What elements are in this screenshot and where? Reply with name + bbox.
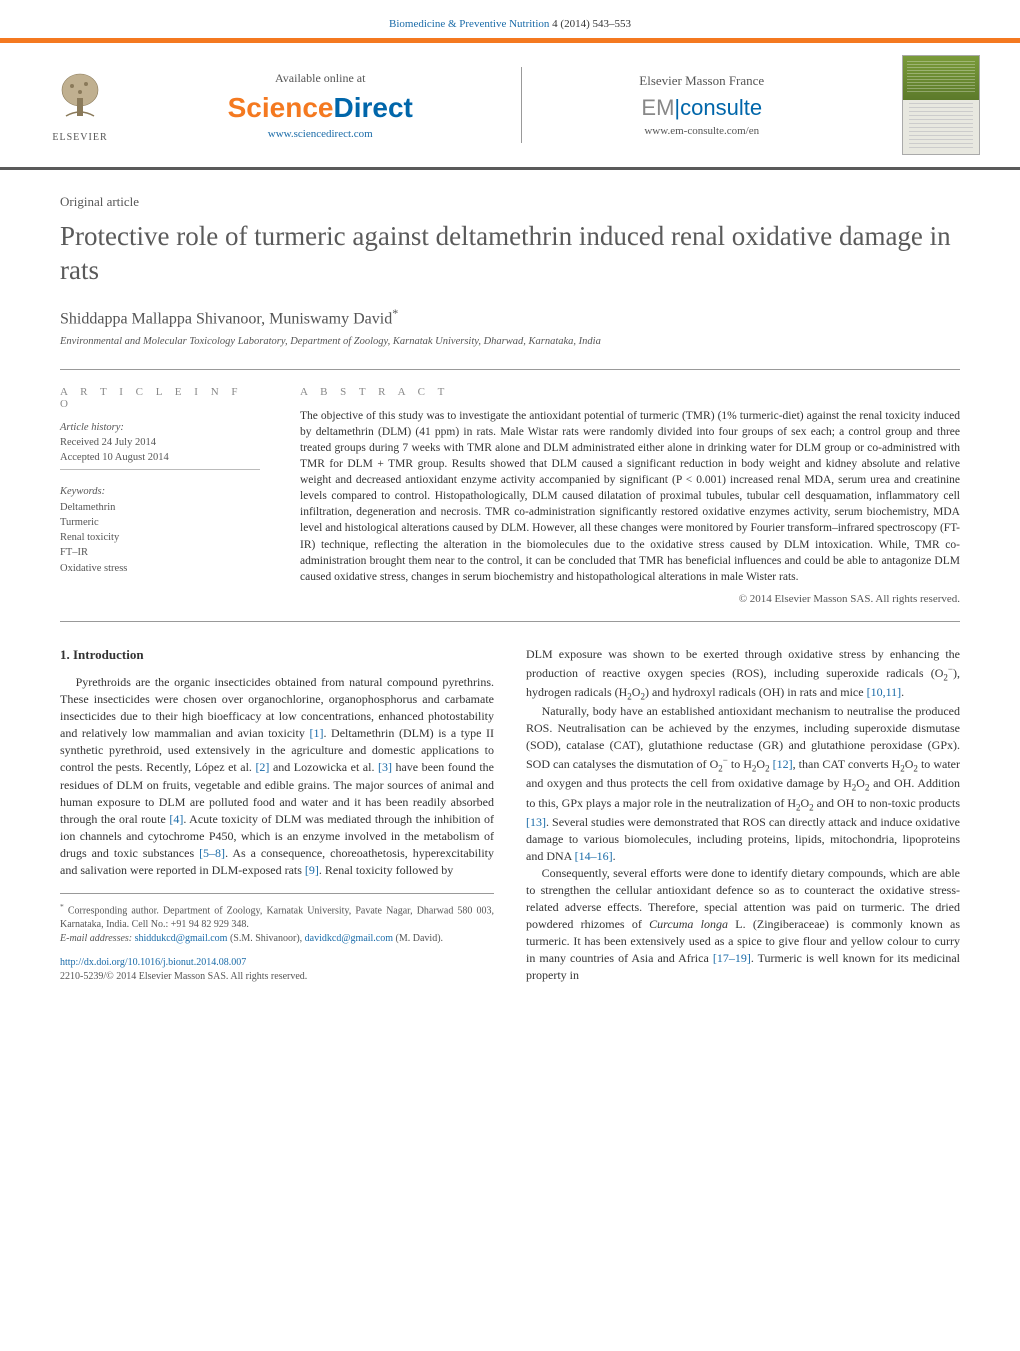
history-label: Article history: <box>60 420 260 435</box>
intro-para-2: DLM exposure was shown to be exerted thr… <box>526 646 960 703</box>
intro-para-3: Naturally, body have an established anti… <box>526 703 960 865</box>
abstract-column: a b s t r a c t The objective of this st… <box>300 386 960 605</box>
body-left-column: 1. Introduction Pyrethroids are the orga… <box>60 646 494 984</box>
journal-cover-thumbnail <box>902 55 980 155</box>
article-history-block: Article history: Received 24 July 2014 A… <box>60 420 260 471</box>
ref-10-11[interactable]: [10,11] <box>867 685 902 699</box>
issn-line: 2210-5239/© 2014 Elsevier Masson SAS. Al… <box>60 971 307 982</box>
body-columns: 1. Introduction Pyrethroids are the orga… <box>60 646 960 984</box>
elsevier-logo: ELSEVIER <box>40 68 120 143</box>
sciencedirect-logo: ScienceDirect <box>140 92 501 124</box>
article-title: Protective role of turmeric against delt… <box>60 220 960 288</box>
corresponding-mark: * <box>392 306 398 320</box>
corr-text: Corresponding author. Department of Zool… <box>60 905 494 930</box>
email-label: E-mail addresses: <box>60 933 132 944</box>
email-1-link[interactable]: shiddukcd@gmail.com <box>135 933 228 944</box>
corresponding-footer: * Corresponding author. Department of Zo… <box>60 893 494 946</box>
corr-mark-foot: * <box>60 902 64 911</box>
masson-block: Elsevier Masson France EM|consulte www.e… <box>521 67 883 143</box>
keywords-label: Keywords: <box>60 484 260 499</box>
email-2-link[interactable]: davidkcd@gmail.com <box>305 933 393 944</box>
info-heading: a r t i c l e i n f o <box>60 386 260 410</box>
abstract-heading: a b s t r a c t <box>300 386 960 398</box>
kw2: Turmeric <box>60 517 99 528</box>
ref-9[interactable]: [9] <box>305 863 319 877</box>
kw4: FT–IR <box>60 547 88 558</box>
sd-science: Science <box>228 92 334 123</box>
em-prefix: EM <box>641 95 674 120</box>
history-received: Received 24 July 2014 <box>60 437 156 448</box>
article-meta-row: a r t i c l e i n f o Article history: R… <box>60 369 960 622</box>
masson-title: Elsevier Masson France <box>522 73 883 89</box>
history-accepted: Accepted 10 August 2014 <box>60 452 169 463</box>
journal-citation: 4 (2014) 543–553 <box>549 18 631 30</box>
ref-3[interactable]: [3] <box>378 760 392 774</box>
article-content: Original article Protective role of turm… <box>0 170 1020 1014</box>
emconsulte-url[interactable]: www.em-consulte.com/en <box>522 125 883 137</box>
ref-17-19[interactable]: [17–19] <box>713 951 751 965</box>
ref-13[interactable]: [13] <box>526 815 546 829</box>
affiliation: Environmental and Molecular Toxicology L… <box>60 336 960 347</box>
publisher-banner: ELSEVIER Available online at ScienceDire… <box>0 38 1020 170</box>
em-consulte: consulte <box>680 95 762 120</box>
sciencedirect-url[interactable]: www.sciencedirect.com <box>140 128 501 140</box>
ref-12[interactable]: [12] <box>773 757 793 771</box>
abstract-copyright: © 2014 Elsevier Masson SAS. All rights r… <box>300 593 960 605</box>
email-1-name: (S.M. Shivanoor), <box>227 933 304 944</box>
kw1: Deltamethrin <box>60 502 115 513</box>
journal-title-link[interactable]: Biomedicine & Preventive Nutrition <box>389 18 549 30</box>
authors-names: Shiddappa Mallappa Shivanoor, Muniswamy … <box>60 310 392 327</box>
kw5: Oxidative stress <box>60 563 127 574</box>
intro-para-4: Consequently, several efforts were done … <box>526 865 960 984</box>
history-divider <box>60 469 260 470</box>
emconsulte-logo: EM|consulte <box>522 95 883 121</box>
article-type: Original article <box>60 194 960 210</box>
kw3: Renal toxicity <box>60 532 119 543</box>
available-at-label: Available online at <box>140 71 501 86</box>
abstract-text: The objective of this study was to inves… <box>300 408 960 585</box>
ref-5-8[interactable]: [5–8] <box>199 846 225 860</box>
keywords-block: Keywords: Deltamethrin Turmeric Renal to… <box>60 484 260 575</box>
intro-para-1: Pyrethroids are the organic insecticides… <box>60 674 494 878</box>
intro-heading: 1. Introduction <box>60 646 494 664</box>
doi-link[interactable]: http://dx.doi.org/10.1016/j.bionut.2014.… <box>60 957 246 968</box>
ref-1[interactable]: [1] <box>309 726 323 740</box>
elsevier-name: ELSEVIER <box>40 132 120 143</box>
sd-direct: Direct <box>333 92 412 123</box>
elsevier-tree-icon <box>52 68 108 124</box>
ref-2[interactable]: [2] <box>255 760 269 774</box>
doi-block: http://dx.doi.org/10.1016/j.bionut.2014.… <box>60 956 494 984</box>
article-info-column: a r t i c l e i n f o Article history: R… <box>60 386 260 605</box>
ref-14-16[interactable]: [14–16] <box>575 849 613 863</box>
journal-running-header: Biomedicine & Preventive Nutrition 4 (20… <box>0 0 1020 38</box>
body-right-column: DLM exposure was shown to be exerted thr… <box>526 646 960 984</box>
sciencedirect-block: Available online at ScienceDirect www.sc… <box>140 65 501 146</box>
ref-4[interactable]: [4] <box>169 812 183 826</box>
email-2-name: (M. David). <box>393 933 443 944</box>
authors-line: Shiddappa Mallappa Shivanoor, Muniswamy … <box>60 306 960 328</box>
